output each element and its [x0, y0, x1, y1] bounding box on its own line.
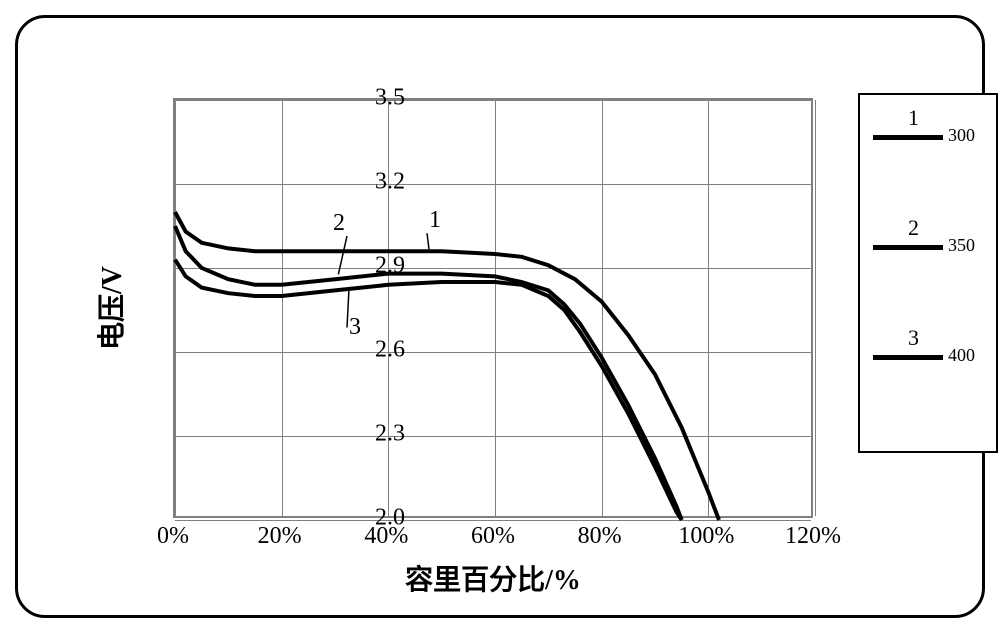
legend-line-icon	[873, 135, 943, 140]
chart-container: 电压/V 容里百分比/% 2.02.32.62.93.23.5 0%20%40%…	[78, 68, 958, 598]
legend-num: 1	[908, 105, 919, 131]
legend-num: 2	[908, 215, 919, 241]
legend-text: 400	[948, 345, 975, 366]
legend-num: 3	[908, 325, 919, 351]
legend: 1 300 2 350 3 400	[858, 93, 998, 453]
legend-text: 350	[948, 235, 975, 256]
legend-item-2: 2 350	[868, 215, 988, 325]
legend-line-icon	[873, 245, 943, 250]
chart-frame: 电压/V 容里百分比/% 2.02.32.62.93.23.5 0%20%40%…	[15, 15, 985, 618]
curve-pointer-3	[78, 68, 958, 598]
legend-item-3: 3 400	[868, 325, 988, 435]
legend-item-1: 1 300	[868, 105, 988, 215]
legend-line-icon	[873, 355, 943, 360]
legend-text: 300	[948, 125, 975, 146]
